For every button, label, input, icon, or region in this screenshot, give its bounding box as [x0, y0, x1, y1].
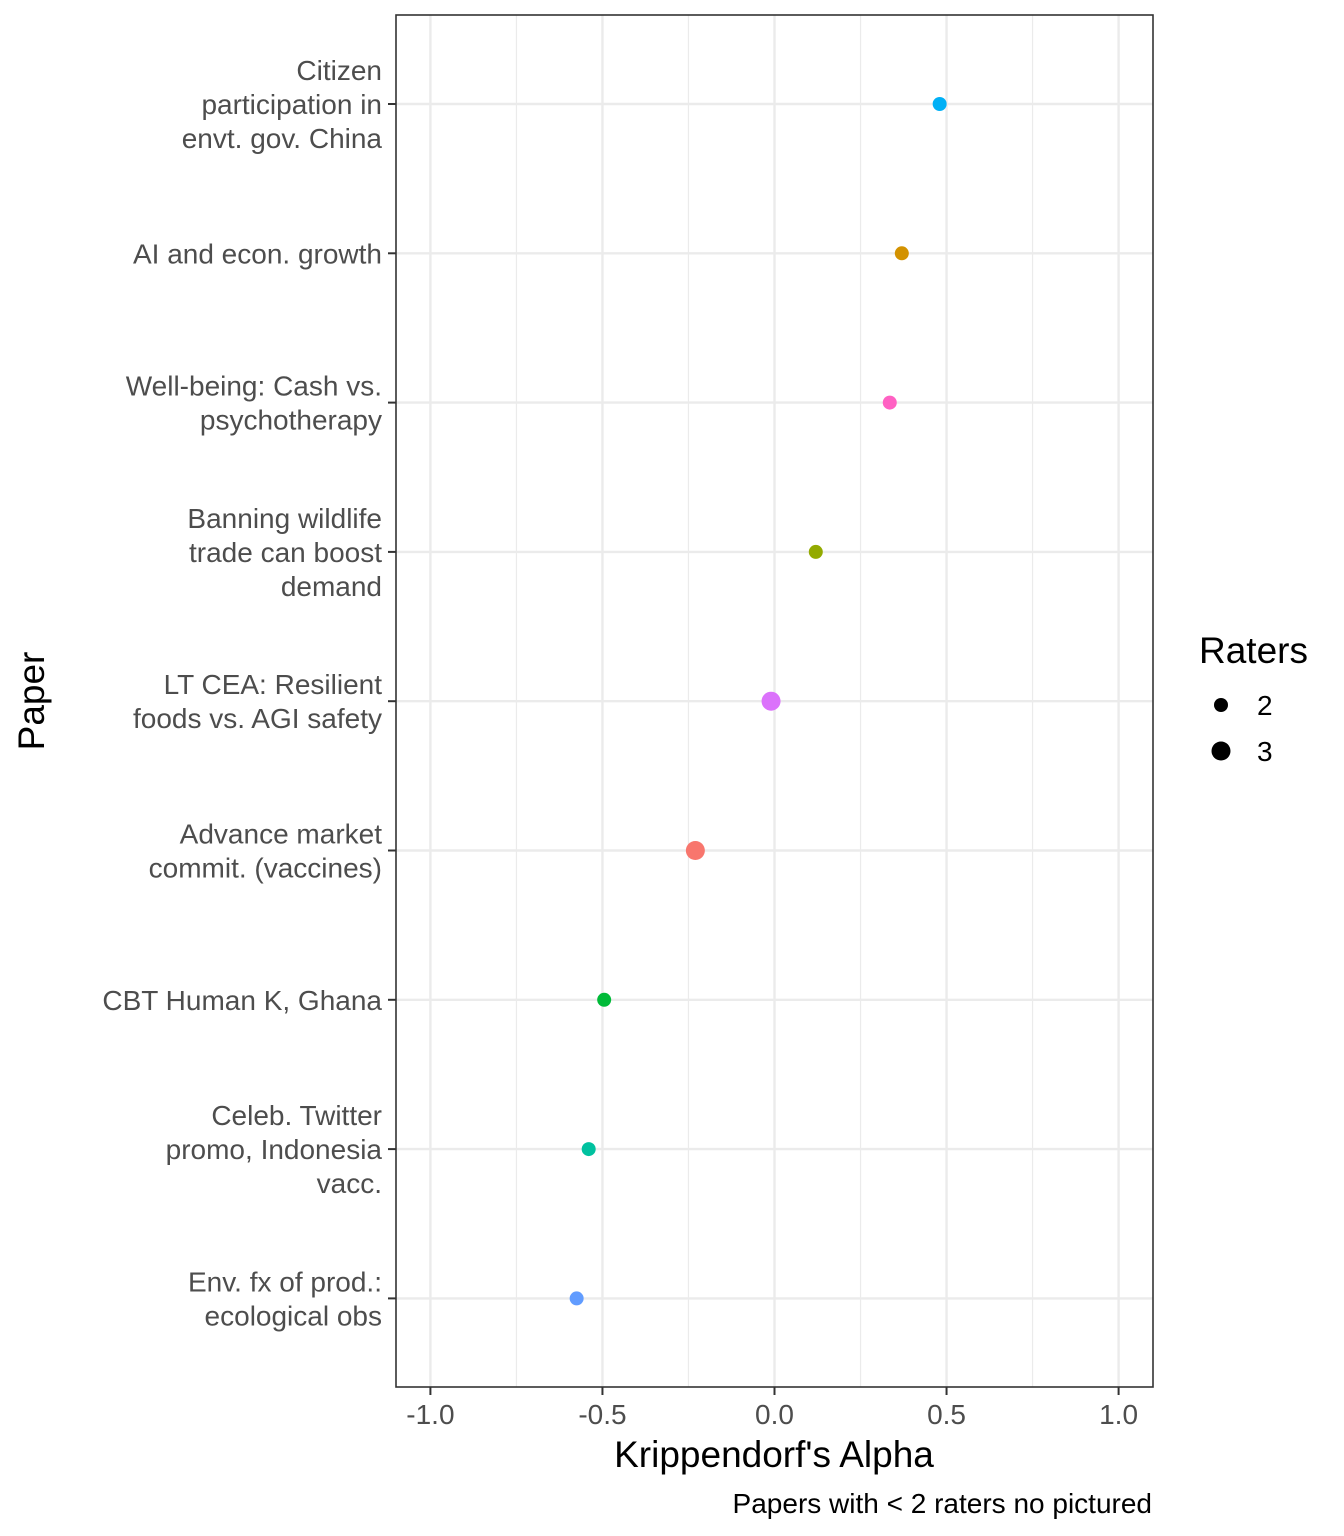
y-tick-label: Celeb. Twitter promo, Indonesia vacc.	[166, 1100, 383, 1199]
data-point	[597, 992, 612, 1007]
y-tick-label-line: trade can boost	[189, 537, 382, 568]
data-point	[569, 1291, 584, 1306]
y-tick-label-line: Banning wildlife	[187, 503, 382, 534]
x-axis-title: Krippendorf's Alpha	[614, 1434, 934, 1475]
legend-title: Raters	[1199, 630, 1308, 671]
y-axis-tick-labels: Citizen participation in envt. gov. China A…	[102, 55, 382, 1331]
y-tick-label: Banning wildlife trade can boost demand	[187, 503, 382, 602]
data-point	[894, 246, 909, 261]
y-tick-label: CBT Human K, Ghana	[102, 985, 382, 1016]
y-tick-label-line: envt. gov. China	[182, 123, 383, 154]
y-tick-label: Well-being: Cash vs. psychotherapy	[126, 371, 382, 436]
data-point	[581, 1142, 596, 1157]
y-tick-label-line: vacc.	[317, 1168, 382, 1199]
legend-key-point	[1214, 698, 1228, 712]
y-tick-label-line: Well-being: Cash vs.	[126, 371, 382, 402]
caption: Papers with < 2 raters no pictured	[733, 1488, 1152, 1519]
legend-entries: 23	[1211, 690, 1273, 767]
x-tick-label: -0.5	[578, 1399, 626, 1430]
legend-label: 2	[1257, 690, 1273, 721]
x-axis-ticks	[429, 1387, 1120, 1395]
x-tick-label: 1.0	[1099, 1399, 1138, 1430]
y-tick-label-line: CBT Human K, Ghana	[102, 985, 382, 1016]
y-tick-label-line: ecological obs	[205, 1300, 382, 1331]
y-tick-label: AI and econ. growth	[133, 238, 382, 269]
data-point	[761, 691, 781, 711]
data-point	[882, 395, 897, 410]
y-tick-label: Env. fx of prod.: ecological obs	[188, 1266, 382, 1331]
y-tick-label-line: AI and econ. growth	[133, 238, 382, 269]
y-tick-label-line: foods vs. AGI safety	[133, 703, 382, 734]
y-tick-label: Citizen participation in envt. gov. China	[182, 55, 383, 154]
data-point	[932, 97, 947, 111]
legend-key-point	[1211, 741, 1231, 761]
data-points	[569, 97, 947, 1306]
data-point	[808, 544, 823, 559]
y-tick-label-line: demand	[281, 571, 382, 602]
y-tick-label-line: participation in	[201, 89, 382, 120]
legend: Raters 23	[1199, 630, 1308, 767]
y-axis-ticks	[388, 103, 396, 1300]
x-axis-tick-labels: -1.0 -0.5 0.0 0.5 1.0	[406, 1399, 1138, 1430]
y-tick-label-line: Citizen	[296, 55, 382, 86]
y-tick-label-line: commit. (vaccines)	[149, 853, 382, 884]
y-tick-label: Advance market commit. (vaccines)	[149, 819, 383, 884]
x-tick-label: 0.0	[755, 1399, 794, 1430]
y-axis-title: Paper	[11, 652, 52, 751]
y-tick-label: LT CEA: Resilient foods vs. AGI safety	[133, 669, 382, 734]
y-tick-label-line: Env. fx of prod.:	[188, 1266, 382, 1297]
y-tick-label-line: Celeb. Twitter	[211, 1100, 382, 1131]
legend-label: 3	[1257, 736, 1273, 767]
x-tick-label: -1.0	[406, 1399, 454, 1430]
y-tick-label-line: Advance market	[180, 819, 383, 850]
y-tick-label-line: promo, Indonesia	[166, 1134, 383, 1165]
x-tick-label: 0.5	[927, 1399, 966, 1430]
data-point	[685, 841, 705, 860]
y-tick-label-line: LT CEA: Resilient	[164, 669, 383, 700]
y-tick-label-line: psychotherapy	[200, 405, 382, 436]
